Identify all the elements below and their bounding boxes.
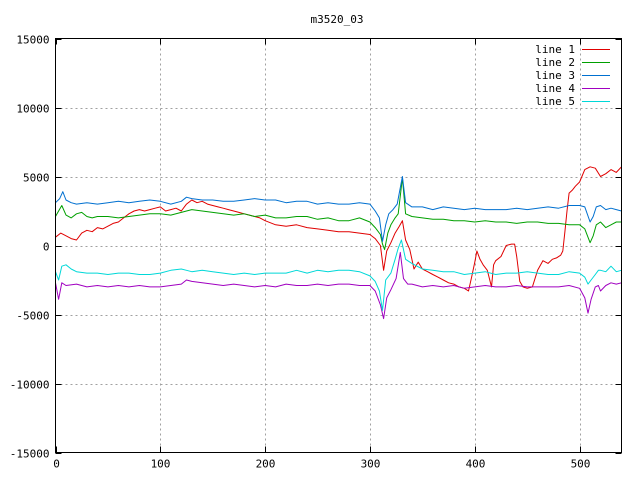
x-tick-label: 0 <box>53 458 60 471</box>
x-tick-label: 500 <box>571 458 591 471</box>
series-lines <box>55 166 622 320</box>
y-tick-label: -15000 <box>10 448 50 461</box>
y-tick-label: 10000 <box>16 103 49 116</box>
series-line-5 <box>55 239 622 311</box>
legend-label: line 4 <box>535 82 575 95</box>
legend-label: line 5 <box>535 95 575 108</box>
x-tick-label: 300 <box>361 458 381 471</box>
x-tick-label: 200 <box>256 458 276 471</box>
legend-label: line 2 <box>535 56 575 69</box>
series-line-2 <box>55 177 622 251</box>
y-tick-label: 5000 <box>23 172 50 185</box>
plot-frame <box>55 38 622 453</box>
y-axis: -15000 -10000 -5000 0 5000 10000 15000 <box>10 34 622 461</box>
y-tick-label: 0 <box>43 241 50 254</box>
legend-label: line 3 <box>535 69 575 82</box>
x-tick-label: 100 <box>151 458 171 471</box>
y-tick-label: -5000 <box>16 310 49 323</box>
x-tick-label: 400 <box>466 458 486 471</box>
chart-title: m3520_03 <box>311 13 364 26</box>
legend-label: line 1 <box>535 43 575 56</box>
x-axis: 0 100 200 300 400 500 <box>53 38 591 471</box>
series-line-4 <box>55 251 622 320</box>
series-line-3 <box>55 176 622 242</box>
y-tick-label: -10000 <box>10 379 50 392</box>
y-tick-label: 15000 <box>16 34 49 47</box>
series-line-1 <box>55 166 622 292</box>
grid-lines <box>55 38 622 453</box>
